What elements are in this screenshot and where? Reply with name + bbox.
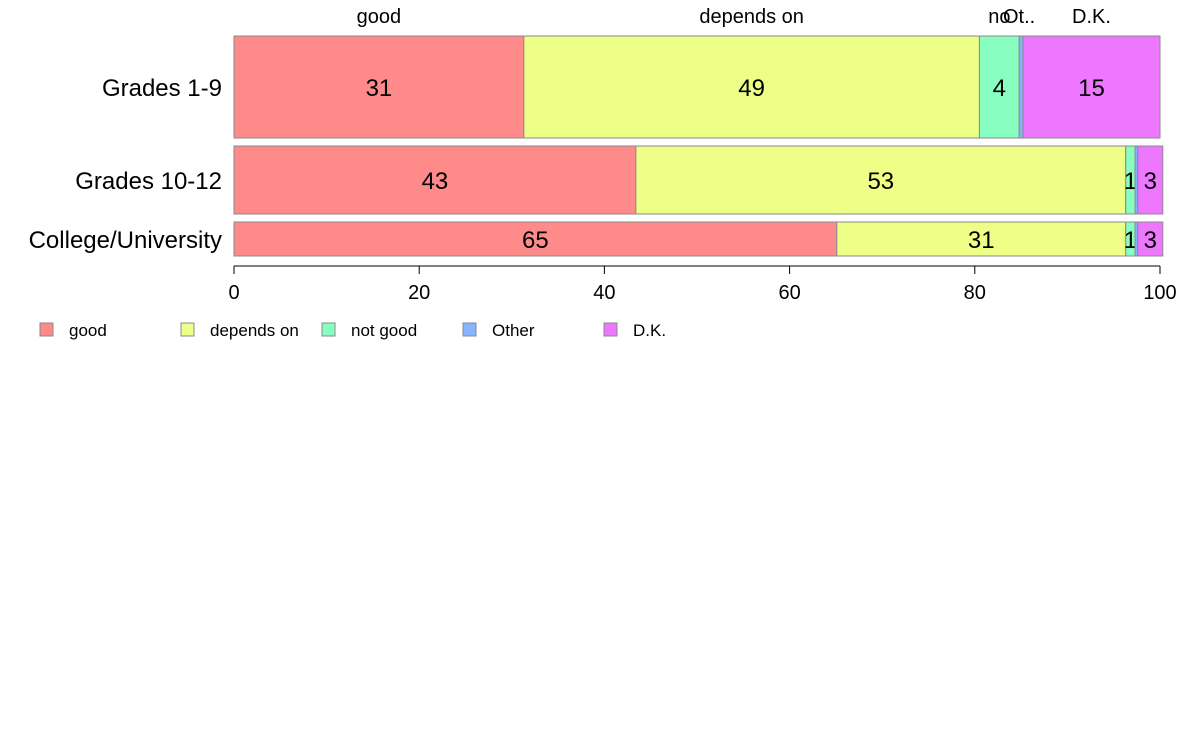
data-label: 65 — [522, 227, 549, 254]
legend-swatch — [321, 322, 336, 337]
y-axis-labels: Grades 1-9 Grades 10-12 College/University — [29, 75, 222, 254]
data-label: 4 — [993, 75, 1006, 102]
data-label: 31 — [366, 75, 393, 102]
data-label: 1 — [1124, 168, 1137, 195]
legend-swatch — [39, 322, 54, 337]
top-category-label: Ot.. — [1003, 6, 1035, 28]
bar-segment — [635, 145, 1127, 215]
data-label: 3 — [1144, 227, 1157, 254]
y-tick-label: Grades 1-9 — [102, 75, 222, 102]
bar-segment — [1137, 221, 1164, 257]
bar-segment — [233, 145, 637, 215]
data-label: 49 — [738, 75, 765, 102]
bar-segment — [1018, 35, 1024, 139]
legend-label: depends on — [210, 321, 299, 340]
top-category-label: D.K. — [1072, 6, 1111, 28]
x-tick-label: 80 — [964, 282, 986, 304]
legend-swatch — [462, 322, 477, 337]
x-tick-label: 0 — [228, 282, 239, 304]
legend-swatch — [180, 322, 195, 337]
bar-segment — [523, 35, 980, 139]
bar-segment — [1022, 35, 1161, 139]
top-category-label: no — [988, 6, 1010, 28]
data-label: 15 — [1078, 75, 1105, 102]
x-tick-label: 100 — [1143, 282, 1176, 304]
bar-segment — [233, 221, 838, 257]
x-tick-label: 40 — [593, 282, 615, 304]
legend-label: good — [69, 321, 107, 340]
legend-swatch — [603, 322, 618, 337]
y-tick-label: College/University — [29, 227, 222, 254]
data-label: 43 — [422, 168, 449, 195]
data-label: 53 — [867, 168, 894, 195]
legend-label: not good — [351, 321, 417, 340]
y-tick-label: Grades 10-12 — [75, 168, 222, 195]
top-category-label: good — [357, 6, 402, 28]
legend: good depends on not good Other D.K. — [39, 321, 666, 340]
data-label: 3 — [1144, 168, 1157, 195]
data-label: 1 — [1124, 227, 1137, 254]
x-tick-label: 60 — [778, 282, 800, 304]
x-axis: 0 20 40 60 80 100 — [228, 265, 1177, 304]
data-label: 31 — [968, 227, 995, 254]
bar-segment — [1137, 145, 1164, 215]
legend-label: Other — [492, 321, 535, 340]
x-tick-label: 20 — [408, 282, 430, 304]
legend-label: D.K. — [633, 321, 666, 340]
top-category-label: depends on — [699, 6, 804, 28]
